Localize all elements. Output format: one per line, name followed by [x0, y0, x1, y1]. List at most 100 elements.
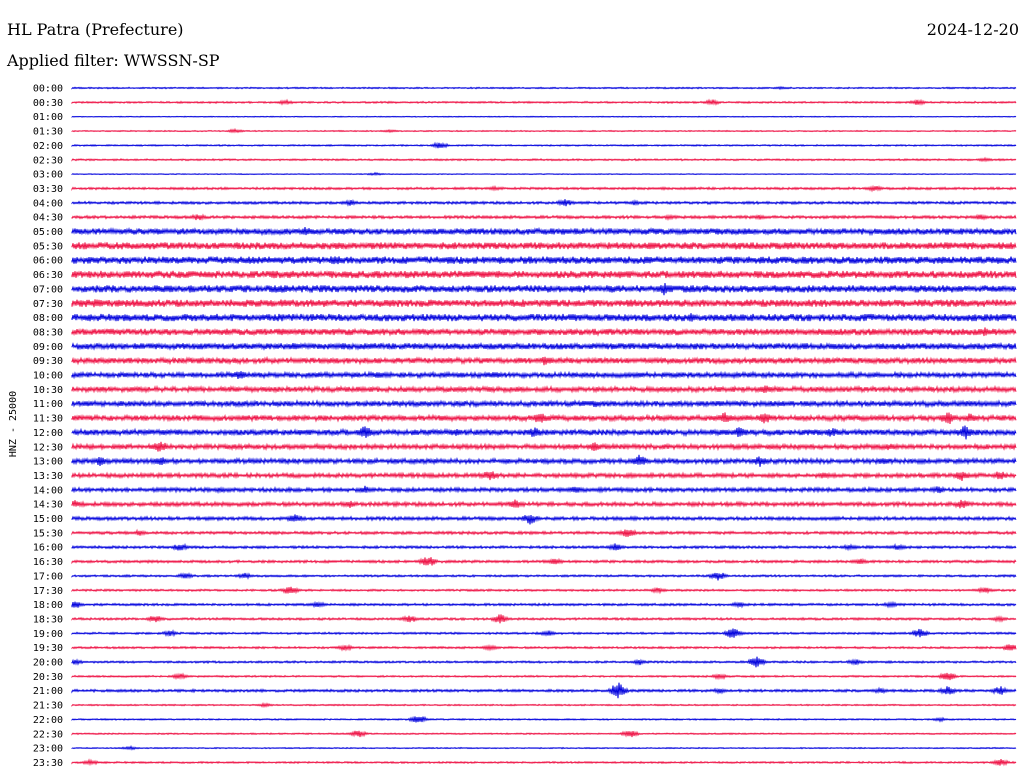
time-label: 06:30: [33, 270, 63, 281]
trace-0330: [71, 184, 1017, 193]
trace-0200: [71, 141, 1017, 149]
time-label: 18:00: [33, 600, 63, 611]
trace-group: [71, 85, 1017, 767]
time-label: 10:00: [33, 371, 63, 382]
time-label: 05:30: [33, 241, 63, 252]
time-label: 02:30: [33, 155, 63, 166]
trace-2000: [71, 656, 1017, 668]
trace-0800: [71, 313, 1017, 322]
trace-0300: [71, 171, 1017, 177]
station-title: HL Patra (Prefecture): [7, 20, 184, 39]
time-label: 14:30: [33, 500, 63, 511]
time-label: 23:30: [33, 758, 63, 769]
trace-1300: [71, 454, 1017, 467]
time-label: 01:00: [33, 112, 63, 123]
trace-1400: [71, 485, 1017, 494]
time-label: 21:00: [33, 686, 63, 697]
trace-1130: [71, 412, 1017, 424]
time-label: 00:00: [33, 84, 63, 95]
time-label: 13:30: [33, 471, 63, 482]
time-label: 18:30: [33, 614, 63, 625]
time-label: 10:30: [33, 385, 63, 396]
time-label: 06:00: [33, 256, 63, 267]
filter-label: Applied filter: WWSSN-SP: [7, 51, 220, 70]
trace-2230: [71, 730, 1017, 738]
trace-0400: [71, 199, 1017, 207]
trace-2100: [71, 682, 1017, 699]
trace-2030: [71, 672, 1017, 681]
time-label: 01:30: [33, 127, 63, 138]
trace-0230: [71, 156, 1017, 163]
time-label: 08:30: [33, 327, 63, 338]
trace-1000: [71, 370, 1017, 380]
time-label: 16:00: [33, 543, 63, 554]
trace-1630: [71, 557, 1017, 566]
time-label: 11:30: [33, 414, 63, 425]
time-label: 04:00: [33, 198, 63, 209]
time-label: 07:00: [33, 284, 63, 295]
time-label: 21:30: [33, 701, 63, 712]
time-label: 19:00: [33, 629, 63, 640]
time-label-group: 00:00 00:30 01:00 01:30 02:00 02:30 03:00 03:30…: [33, 84, 63, 769]
trace-1230: [71, 441, 1017, 452]
trace-2200: [71, 715, 1017, 723]
trace-1430: [71, 499, 1017, 509]
trace-0930: [71, 355, 1017, 366]
trace-0830: [71, 327, 1017, 337]
trace-1830: [71, 614, 1017, 624]
time-label: 09:30: [33, 356, 63, 367]
trace-1530: [71, 528, 1017, 537]
trace-0130: [71, 127, 1017, 134]
time-label: 13:00: [33, 457, 63, 468]
trace-1700: [71, 572, 1017, 581]
time-label: 15:30: [33, 528, 63, 539]
trace-2300: [71, 745, 1017, 751]
time-label: 12:00: [33, 428, 63, 439]
trace-1800: [71, 600, 1017, 609]
trace-1900: [71, 628, 1017, 638]
time-label: 20:30: [33, 672, 63, 683]
time-label: 05:00: [33, 227, 63, 238]
trace-0730: [71, 299, 1017, 308]
trace-0700: [71, 282, 1017, 296]
trace-0900: [71, 341, 1017, 351]
trace-1930: [71, 643, 1017, 652]
time-label: 14:00: [33, 485, 63, 496]
trace-0600: [71, 255, 1017, 265]
trace-0100: [71, 115, 1017, 118]
trace-1500: [71, 514, 1017, 525]
trace-1730: [71, 586, 1017, 595]
time-label: 02:00: [33, 141, 63, 152]
date-label: 2024-12-20: [926, 20, 1019, 39]
time-label: 17:00: [33, 571, 63, 582]
trace-0430: [71, 213, 1017, 222]
time-label: 16:30: [33, 557, 63, 568]
time-label: 09:00: [33, 342, 63, 353]
time-label: 17:30: [33, 586, 63, 597]
time-label: 08:00: [33, 313, 63, 324]
trace-2330: [71, 758, 1017, 767]
trace-1200: [71, 425, 1017, 440]
time-label: 12:30: [33, 442, 63, 453]
time-label: 19:30: [33, 643, 63, 654]
trace-0000: [71, 85, 1017, 91]
time-label: 23:00: [33, 744, 63, 755]
time-label: 22:30: [33, 729, 63, 740]
trace-0530: [71, 241, 1017, 251]
time-label: 03:30: [33, 184, 63, 195]
trace-0500: [71, 226, 1017, 237]
time-label: 03:00: [33, 170, 63, 181]
trace-0030: [71, 98, 1017, 106]
time-label: 04:30: [33, 213, 63, 224]
time-label: 07:30: [33, 299, 63, 310]
time-label: 15:00: [33, 514, 63, 525]
trace-0630: [71, 269, 1017, 280]
trace-1030: [71, 384, 1017, 394]
time-label: 11:00: [33, 399, 63, 410]
time-label: 00:30: [33, 98, 63, 109]
trace-1330: [71, 471, 1017, 482]
channel-label: HNZ - 25000: [8, 391, 19, 457]
trace-1100: [71, 399, 1017, 409]
